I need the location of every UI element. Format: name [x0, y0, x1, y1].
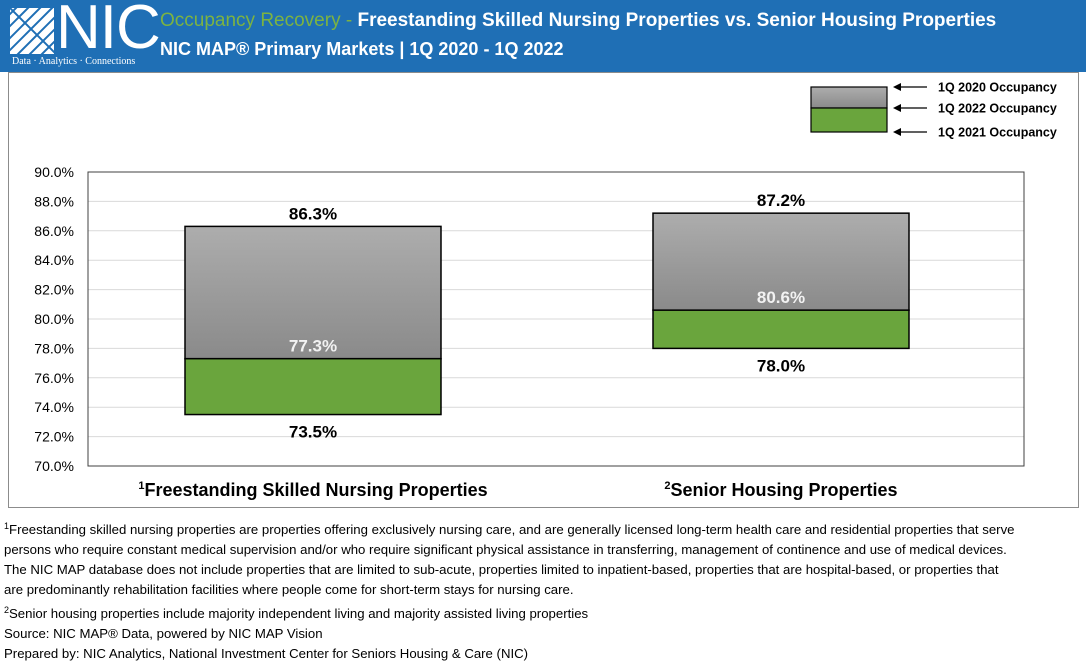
data-label-1q2020: 86.3%	[289, 204, 337, 223]
y-tick-label: 84.0%	[34, 252, 74, 268]
y-axis-ticks: 70.0% 72.0% 74.0% 76.0% 78.0% 80.0% 82.0% 84.0%…	[34, 164, 74, 474]
x-category-label: 2Senior Housing Properties	[664, 480, 897, 500]
plot-area-border	[87, 171, 1025, 467]
y-tick-label: 74.0%	[34, 399, 74, 415]
nic-logo-mark-icon	[10, 8, 54, 54]
data-label-1q2021: 73.5%	[289, 423, 337, 442]
bar-segment-2021-to-2022	[184, 357, 442, 416]
bars: 86.3% 77.3% 73.5% 87.2% 80.6% 78.0%	[184, 191, 910, 442]
legend-swatch-green	[810, 107, 888, 133]
bar-segment-2020-to-2022	[652, 212, 910, 311]
prepared-by-note: Prepared by: NIC Analytics, National Inv…	[4, 646, 529, 661]
legend-swatch-gray	[810, 86, 888, 109]
y-tick-label: 90.0%	[34, 164, 74, 180]
footnotes: 1Freestanding skilled nursing properties…	[4, 516, 1082, 664]
bar-segment-2021-to-2022	[652, 309, 910, 350]
chart-frame: 1Q 2020 Occupancy 1Q 2022 Occupancy 1Q 202…	[8, 72, 1079, 508]
data-label-1q2021: 78.0%	[757, 356, 805, 375]
footnote-2-line: 2Senior housing properties include major…	[4, 600, 1082, 624]
category-footnote-marker: 1	[138, 480, 144, 492]
data-label-1q2020: 87.2%	[757, 191, 805, 210]
category-label-text: Freestanding Skilled Nursing Properties	[145, 480, 488, 500]
legend-arrowhead-icon	[893, 104, 901, 112]
x-axis-labels: 1Freestanding Skilled Nursing Properties…	[138, 480, 897, 500]
chart-title: Occupancy Recovery - Freestanding Skille…	[160, 10, 996, 32]
x-category-label: 1Freestanding Skilled Nursing Properties	[138, 480, 487, 500]
footnote-1-marker: 1	[4, 521, 10, 531]
legend-entry-label: 1Q 2022 Occupancy	[938, 102, 1057, 116]
occupancy-chart: 1Q 2020 Occupancy 1Q 2022 Occupancy 1Q 202…	[34, 81, 1057, 501]
y-tick-label: 70.0%	[34, 458, 74, 474]
category-footnote-marker: 2	[664, 480, 670, 492]
footnote-2-text: Senior housing properties include majori…	[9, 606, 589, 621]
footnote-1-line-2: persons who require constant medical sup…	[4, 542, 1007, 557]
y-tick-label: 76.0%	[34, 370, 74, 386]
footnote-1-line-1: 1Freestanding skilled nursing properties…	[4, 516, 1082, 540]
y-tick-label: 72.0%	[34, 429, 74, 445]
chart-subtitle: NIC MAP® Primary Markets | 1Q 2020 - 1Q …	[160, 39, 564, 59]
data-label-1q2022: 80.6%	[757, 288, 805, 307]
footnote-1-text: Freestanding skilled nursing properties …	[9, 522, 1015, 537]
y-tick-label: 86.0%	[34, 223, 74, 239]
y-tick-label: 88.0%	[34, 193, 74, 209]
footnote-2-marker: 2	[4, 605, 10, 615]
category-label-text: Senior Housing Properties	[671, 480, 898, 500]
legend-entry-label: 1Q 2020 Occupancy	[938, 81, 1057, 95]
y-tick-label: 78.0%	[34, 340, 74, 356]
legend-entry-label: 1Q 2021 Occupancy	[938, 126, 1057, 140]
title-main: Freestanding Skilled Nursing Properties …	[352, 10, 997, 31]
data-label-1q2022: 77.3%	[289, 337, 337, 356]
legend-arrowhead-icon	[893, 128, 901, 136]
nic-logo-text: NIC	[56, 0, 161, 62]
footnote-1-line-3: The NIC MAP database does not include pr…	[4, 562, 999, 577]
y-tick-label: 82.0%	[34, 282, 74, 298]
source-note: Source: NIC MAP® Data, powered by NIC MA…	[4, 626, 323, 641]
header-banner: NIC Data · Analytics · Connections Occup…	[0, 0, 1086, 72]
legend-arrowhead-icon	[893, 83, 901, 91]
legend: 1Q 2020 Occupancy 1Q 2022 Occupancy 1Q 202…	[810, 81, 1057, 140]
logo-tagline: Data · Analytics · Connections	[12, 56, 136, 67]
footnote-1-line-4: are predominantly rehabilitation facilit…	[4, 582, 574, 597]
title-accent: Occupancy Recovery -	[160, 10, 353, 31]
y-tick-label: 80.0%	[34, 311, 74, 327]
